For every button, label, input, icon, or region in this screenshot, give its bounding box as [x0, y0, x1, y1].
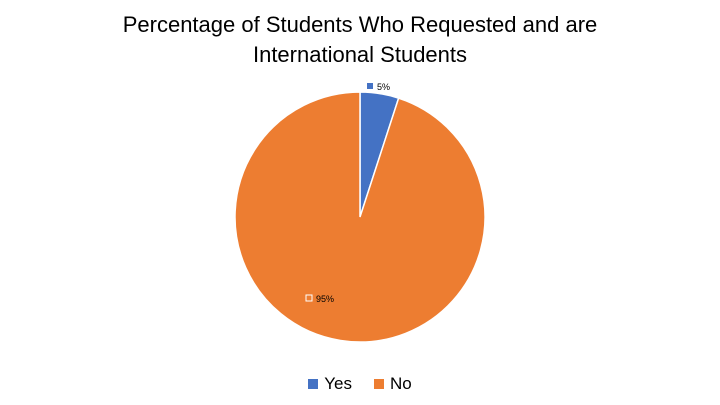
legend-label-no: No: [390, 374, 412, 393]
legend-item-yes: Yes: [308, 374, 352, 394]
pie-slice-no: [234, 91, 486, 343]
legend-swatch-yes: [308, 379, 319, 389]
data-label-no: 95%: [305, 294, 334, 304]
legend-label-yes: Yes: [324, 374, 352, 393]
data-label-text-yes: 5%: [377, 82, 390, 92]
data-label-yes: 5%: [367, 82, 390, 92]
legend-item-no: No: [374, 374, 412, 394]
data-label-key-no: [305, 294, 313, 302]
data-label-text-no: 95%: [316, 294, 334, 304]
data-label-key-yes: [367, 83, 373, 89]
chart-title-line-2: International Students: [252, 42, 468, 67]
chart-legend: Yes No: [0, 374, 720, 394]
legend-swatch-no: [374, 379, 384, 389]
chart-title-line-1: Percentage of Students Who Requested and…: [122, 12, 598, 37]
chart-title: Percentage of Students Who Requested and…: [0, 10, 720, 70]
